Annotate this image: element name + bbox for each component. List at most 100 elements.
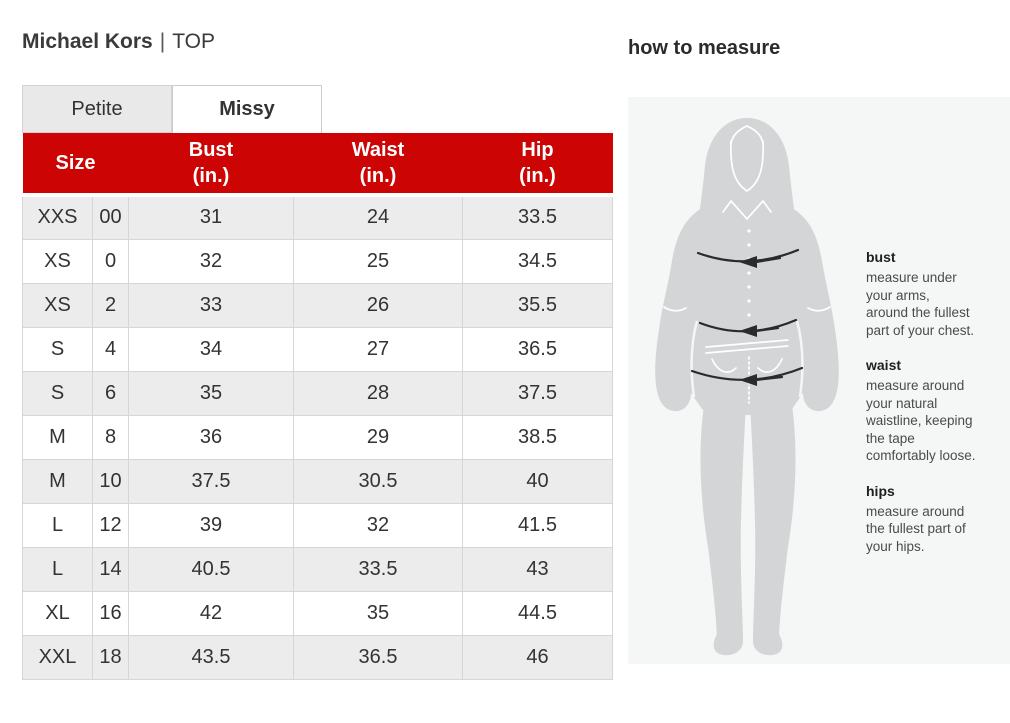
bust-arrowhead [739, 256, 757, 268]
size-alpha-cell: XS [22, 282, 93, 328]
table-row: XS 2 33 26 35.5 [22, 282, 613, 328]
size-alpha-cell: XS [22, 238, 93, 284]
size-num-cell: 14 [92, 546, 129, 592]
table-row: S 4 34 27 36.5 [22, 326, 613, 372]
waist-arrowhead [739, 325, 757, 337]
size-alpha-cell: M [22, 414, 93, 460]
size-num-cell: 8 [92, 414, 129, 460]
hip-cell: 44.5 [462, 590, 613, 636]
size-chart-table: Size Bust (in.) Waist (in.) Hip (in.) XX… [22, 133, 613, 680]
col-header-waist: Waist (in.) [293, 133, 463, 197]
figure-button [747, 313, 751, 317]
size-num-cell: 6 [92, 370, 129, 416]
table-row: XS 0 32 25 34.5 [22, 238, 613, 284]
waist-cell: 26 [293, 282, 463, 328]
waist-cell: 33.5 [293, 546, 463, 592]
bust-cell: 40.5 [128, 546, 294, 592]
col-header-hip: Hip (in.) [462, 133, 613, 197]
size-alpha-cell: L [22, 546, 93, 592]
col-header-size: Size [22, 133, 129, 197]
hip-cell: 41.5 [462, 502, 613, 548]
how-to-measure-panel: bust measure under your arms, around the… [628, 97, 1010, 664]
table-row: XXL 18 43.5 36.5 46 [22, 634, 613, 680]
size-num-cell: 18 [92, 634, 129, 680]
table-row: M 10 37.5 30.5 40 [22, 458, 613, 504]
table-row: M 8 36 29 38.5 [22, 414, 613, 460]
waist-cell: 32 [293, 502, 463, 548]
measurement-figure [628, 97, 888, 664]
measure-section-bust: bust measure under your arms, around the… [866, 249, 1006, 339]
measurement-figure-illustration [655, 118, 839, 656]
figure-leg-right [750, 405, 796, 637]
hips-label: hips [866, 482, 895, 499]
figure-pocket-left [711, 358, 737, 373]
title-separator: | [159, 30, 166, 53]
size-num-cell: 10 [92, 458, 129, 504]
figure-pocket-right [757, 358, 783, 373]
hip-cell: 40 [462, 458, 613, 504]
hip-cell: 38.5 [462, 414, 613, 460]
how-to-measure-title: how to measure [628, 37, 781, 59]
size-num-cell: 0 [92, 238, 129, 284]
hip-cell: 33.5 [462, 194, 613, 240]
table-row: XL 16 42 35 44.5 [22, 590, 613, 636]
table-row: L 14 40.5 33.5 43 [22, 546, 613, 592]
size-num-cell: 2 [92, 282, 129, 328]
waist-label: waist [866, 357, 902, 373]
bust-instructions: measure under your arms, around the full… [866, 270, 975, 338]
figure-foot-left [713, 634, 743, 656]
measure-instructions: bust measure under your arms, around the… [866, 249, 1006, 573]
waist-cell: 30.5 [293, 458, 463, 504]
figure-button [747, 229, 751, 233]
tab-petite[interactable]: Petite [22, 85, 172, 133]
bust-cell: 35 [128, 370, 294, 416]
brand-name: Michael Kors [22, 30, 153, 53]
hip-arrow-tail [754, 375, 784, 382]
hip-cell: 46 [462, 634, 613, 680]
size-alpha-cell: M [22, 458, 93, 504]
waist-cell: 29 [293, 414, 463, 460]
table-header-row: Size Bust (in.) Waist (in.) Hip (in.) [22, 133, 613, 197]
hip-arrowhead [739, 374, 757, 386]
figure-leg-left [700, 405, 746, 637]
size-alpha-cell: XXS [22, 194, 93, 240]
figure-button [747, 271, 751, 275]
hip-cell: 36.5 [462, 326, 613, 372]
waist-arrow-tail [754, 326, 780, 333]
bust-cell: 37.5 [128, 458, 294, 504]
bust-cell: 32 [128, 238, 294, 284]
size-alpha-cell: L [22, 502, 93, 548]
waist-cell: 27 [293, 326, 463, 372]
tab-missy[interactable]: Missy [172, 85, 322, 133]
category-name: TOP [172, 30, 215, 53]
size-alpha-cell: S [22, 370, 93, 416]
figure-face-outline [729, 140, 765, 193]
bust-cell: 34 [128, 326, 294, 372]
size-alpha-cell: XXL [22, 634, 93, 680]
bust-cell: 43.5 [128, 634, 294, 680]
figure-button [747, 299, 751, 303]
waist-cell: 25 [293, 238, 463, 284]
figure-arm-gap-right [795, 320, 804, 398]
bust-cell: 42 [128, 590, 294, 636]
hip-cell: 34.5 [462, 238, 613, 284]
measure-section-waist: waist measure around your natural waistl… [866, 357, 1006, 465]
page-title: Michael Kors | TOP [22, 30, 215, 54]
measure-section-hips: hips measure around the fullest part of … [866, 483, 1006, 556]
size-num-cell: 16 [92, 590, 129, 636]
col-header-bust: Bust (in.) [128, 133, 294, 197]
bust-arrow-tail [754, 256, 782, 264]
hips-instructions: measure around the fullest part of your … [866, 503, 966, 554]
bust-cell: 33 [128, 282, 294, 328]
waist-cell: 35 [293, 590, 463, 636]
size-num-cell: 00 [92, 194, 129, 240]
bust-cell: 36 [128, 414, 294, 460]
figure-button [747, 285, 751, 289]
size-num-cell: 12 [92, 502, 129, 548]
figure-waistband [705, 339, 789, 354]
figure-button [747, 243, 751, 247]
bust-label: bust [866, 249, 896, 265]
bust-cell: 31 [128, 194, 294, 240]
waist-cell: 24 [293, 194, 463, 240]
figure-sleeve-cuff-left [663, 306, 687, 312]
